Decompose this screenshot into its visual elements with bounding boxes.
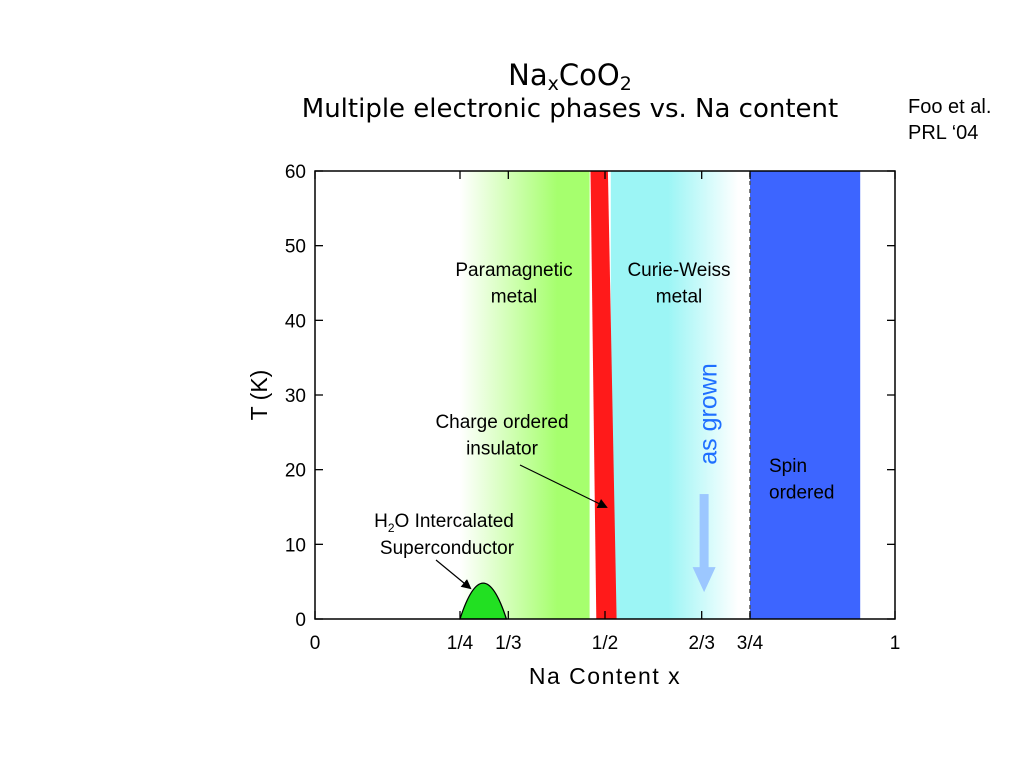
arrow-charge-ordered xyxy=(519,464,608,508)
y-tick-label: 0 xyxy=(295,610,306,631)
x-tick-label: 1/4 xyxy=(447,633,474,654)
x-tick-label: 2/3 xyxy=(688,633,714,654)
x-tick-label: 1/2 xyxy=(592,633,618,654)
label-paramagnetic-metal-line: metal xyxy=(491,287,537,308)
citation-journal: PRL ‘04 xyxy=(908,122,979,144)
label-curie-weiss-metal-line: metal xyxy=(656,287,702,308)
chart-subtitle: Multiple electronic phases vs. Na conten… xyxy=(301,94,839,124)
y-tick-label: 20 xyxy=(285,461,306,482)
label-superconductor-line2: Superconductor xyxy=(380,538,515,559)
label-curie-weiss-metal-line: Curie-Weiss xyxy=(627,260,730,281)
label-superconductor-rest: O Intercalated xyxy=(395,511,514,532)
chart-title-formula: NaxCoO2 xyxy=(508,58,632,95)
y-tick-label: 10 xyxy=(285,535,306,556)
chart-title: NaxCoO2 Multiple electronic phases vs. N… xyxy=(0,58,1024,124)
y-tick-label: 60 xyxy=(285,162,306,183)
y-tick-label: 30 xyxy=(285,386,306,407)
label-charge-ordered-insulator-line: insulator xyxy=(466,439,538,460)
citation-authors: Foo et al. xyxy=(908,96,992,118)
label-as-grown: as grown xyxy=(695,363,723,464)
y-axis-label: T (K) xyxy=(246,370,272,421)
y-tick-label: 40 xyxy=(285,311,306,332)
label-paramagnetic-metal-line: Paramagnetic xyxy=(455,260,572,281)
label-spin-ordered-line: ordered xyxy=(769,483,835,504)
as-grown-arrow-shaft xyxy=(699,494,709,570)
label-spin-ordered-line: Spin xyxy=(769,456,807,477)
label-superconductor: H2O Intercalated xyxy=(374,511,514,535)
region-superconductor-dome xyxy=(459,582,508,620)
region-curie-weiss-metal xyxy=(610,171,739,619)
label-superconductor-sub: 2 xyxy=(388,521,395,535)
citation: Foo et al. PRL ‘04 xyxy=(908,94,991,146)
region-spin-ordered xyxy=(750,171,861,619)
label-charge-ordered-insulator-line: Charge ordered xyxy=(435,412,568,433)
label-curie-weiss-metal: Curie-Weiss metal xyxy=(627,260,730,308)
as-grown-arrow-head xyxy=(692,567,716,593)
label-paramagnetic-metal: Paramagnetic metal xyxy=(455,260,572,308)
x-tick-label: 1 xyxy=(890,633,901,654)
x-tick-label: 1/3 xyxy=(495,633,521,654)
label-charge-ordered-insulator: Charge ordered insulator xyxy=(435,412,568,460)
label-spin-ordered: Spin ordered xyxy=(769,456,835,504)
arrow-superconductor xyxy=(435,559,472,590)
label-superconductor-h: H xyxy=(374,511,388,532)
x-axis-label: Na Content x xyxy=(529,663,681,689)
x-tick-label: 0 xyxy=(310,633,321,654)
region-paramagnetic-metal xyxy=(460,171,590,619)
x-tick-label: 3/4 xyxy=(737,633,764,654)
y-tick-label: 50 xyxy=(285,237,306,258)
